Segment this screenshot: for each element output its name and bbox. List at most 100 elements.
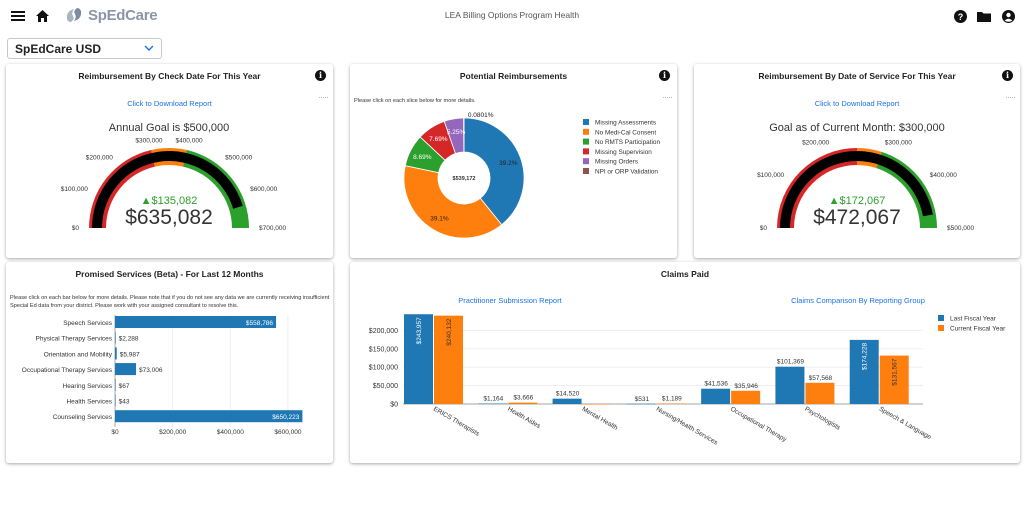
- download-report-link[interactable]: Click to Download Report: [814, 99, 900, 108]
- bar[interactable]: [115, 331, 116, 344]
- info-icon[interactable]: i: [659, 70, 670, 81]
- gauge-tick-label: $700,000: [259, 225, 286, 232]
- account-icon[interactable]: [998, 6, 1018, 26]
- legend-label[interactable]: Missing Supervision: [595, 149, 652, 156]
- bar-last-fiscal[interactable]: [404, 314, 433, 404]
- bar-value-label: $41,536: [704, 381, 728, 388]
- x-category-label: Occupational Therapy: [729, 406, 788, 444]
- top-bar: SpEdCare LEA Billing Options Program Hea…: [0, 0, 1024, 32]
- legend-label[interactable]: Current Fiscal Year: [950, 326, 1006, 333]
- gauge-tick-label: $200,000: [802, 139, 829, 146]
- gauge-tick-label: $600,000: [250, 186, 277, 193]
- info-icon[interactable]: i: [315, 70, 326, 81]
- logo[interactable]: SpEdCare: [64, 5, 158, 25]
- gauge-band-green: [183, 150, 249, 228]
- bar-value-label: $14,520: [556, 391, 580, 398]
- x-tick-label: $400,000: [217, 429, 244, 436]
- district-select[interactable]: SpEdCare USD: [7, 38, 162, 59]
- bar-value-label: $558,786: [246, 320, 273, 327]
- modebar-dots: [663, 97, 672, 98]
- gauge-delta: ▲$172,067: [829, 195, 886, 207]
- bar-last-fiscal[interactable]: [552, 398, 582, 404]
- bar-value-label: $35,946: [734, 383, 758, 390]
- legend-label[interactable]: No RMTS Participation: [595, 139, 660, 146]
- y-category-label: Counseling Services: [53, 414, 113, 421]
- y-category-label: Health Services: [66, 399, 112, 406]
- bar-last-fiscal[interactable]: [849, 339, 879, 404]
- legend-swatch: [583, 138, 589, 145]
- bar-last-fiscal[interactable]: [626, 403, 656, 405]
- gauge-tick-label: $400,000: [930, 172, 957, 179]
- bar-value-label: $57,568: [809, 375, 833, 382]
- bar-current-fiscal[interactable]: [508, 402, 538, 404]
- promised-services-chart[interactable]: $0 $200,000 $400,000 $600,000 Speech Service…: [6, 262, 333, 463]
- bar-value-label: $1,164: [483, 396, 503, 403]
- gauge-delta: ▲$135,082: [141, 195, 198, 207]
- bar-value-label: $131,567: [892, 358, 899, 385]
- gauge-tick-label: $400,000: [175, 137, 202, 144]
- card-claims-paid: Claims Paid Practitioner Submission Repo…: [350, 262, 1020, 463]
- bar[interactable]: [115, 394, 116, 407]
- bar-current-fiscal[interactable]: [656, 403, 686, 405]
- district-select-value: SpEdCare USD: [15, 41, 102, 56]
- logo-mark-icon: [66, 8, 82, 22]
- bar-value-label: $101,369: [777, 359, 804, 366]
- menu-icon[interactable]: [8, 6, 28, 26]
- bar-current-fiscal[interactable]: [434, 315, 463, 404]
- bar-value-label: $650,223: [272, 414, 299, 421]
- gauge-tick-label: $300,000: [885, 139, 912, 146]
- gauge-value-bar: [780, 151, 933, 228]
- bar-current-fiscal[interactable]: [582, 404, 612, 405]
- legend-swatch: [583, 119, 589, 125]
- bar-current-fiscal[interactable]: [805, 382, 835, 404]
- help-icon[interactable]: ?: [950, 6, 970, 26]
- claims-comparison-link[interactable]: Claims Comparison By Reporting Group: [791, 296, 925, 305]
- bar-value-label: $243,957: [416, 317, 423, 344]
- bar-last-fiscal[interactable]: [775, 366, 805, 404]
- legend-label[interactable]: Last Fiscal Year: [950, 316, 997, 323]
- card-title: Reimbursement By Date of Service For Thi…: [758, 71, 956, 81]
- legend-swatch: [938, 325, 944, 331]
- bar-last-fiscal[interactable]: [478, 403, 508, 405]
- legend-label[interactable]: No Medi-Cal Consent: [595, 129, 656, 136]
- y-tick-label: $0: [390, 402, 398, 409]
- gauge-value: $635,082: [125, 206, 213, 229]
- legend-label[interactable]: Missing Orders: [595, 159, 638, 166]
- bar[interactable]: [115, 347, 117, 360]
- bar[interactable]: [115, 363, 137, 376]
- donut-slice[interactable]: [463, 117, 525, 226]
- card-service-date: Reimbursement By Date of Service For Thi…: [694, 64, 1020, 258]
- bar-value-label: $2,288: [119, 336, 139, 343]
- modebar-dots: [1006, 97, 1015, 98]
- note-line: Special Ed data from your district. Plea…: [10, 303, 239, 309]
- card-check-date: Reimbursement By Check Date For This Yea…: [6, 64, 333, 258]
- folder-icon[interactable]: [974, 6, 994, 26]
- bar[interactable]: [115, 378, 116, 391]
- x-category-label: Mental Health: [581, 406, 620, 432]
- practitioner-report-link[interactable]: Practitioner Submission Report: [458, 296, 562, 305]
- donut-center-label: $539,172: [453, 176, 476, 182]
- gauge-service-date[interactable]: Goal as of Current Month: $300,000 $0 $100…: [694, 64, 1020, 258]
- donut-slice[interactable]: [403, 165, 503, 239]
- y-category-label: Orientation and Mobility: [44, 351, 113, 358]
- x-tick-label: $0: [111, 429, 119, 436]
- bar-last-fiscal[interactable]: [701, 388, 731, 404]
- bar[interactable]: [115, 410, 303, 423]
- bar-current-fiscal[interactable]: [731, 390, 761, 404]
- legend-label[interactable]: Missing Assessments: [595, 120, 656, 127]
- x-tick-label: $600,000: [274, 429, 301, 436]
- info-icon[interactable]: i: [1002, 70, 1013, 81]
- download-report-link[interactable]: Click to Download Report: [127, 99, 212, 108]
- claims-paid-chart[interactable]: $0 $50,000 $100,000 $150,000 $200,000 $243,95…: [350, 262, 1020, 463]
- bar-current-fiscal[interactable]: [879, 355, 909, 404]
- bar[interactable]: [115, 316, 277, 328]
- legend-label[interactable]: NPI or ORP Validation: [595, 169, 658, 176]
- card-title: Claims Paid: [660, 269, 710, 279]
- legend-swatch: [583, 168, 589, 174]
- gauge-check-date[interactable]: Annual Goal is $500,000 $0 $100,000 $200,00…: [6, 64, 333, 258]
- y-category-label: Occupational Therapy Services: [22, 367, 113, 374]
- home-icon[interactable]: [32, 6, 52, 26]
- bar-value-label: $5,987: [120, 351, 140, 358]
- donut-chart[interactable]: 39.2% 39.1% 8.69% 7.69%5.25% 0.0801% $539,172…: [350, 64, 677, 258]
- gauge-tick-label: $100,000: [61, 186, 88, 193]
